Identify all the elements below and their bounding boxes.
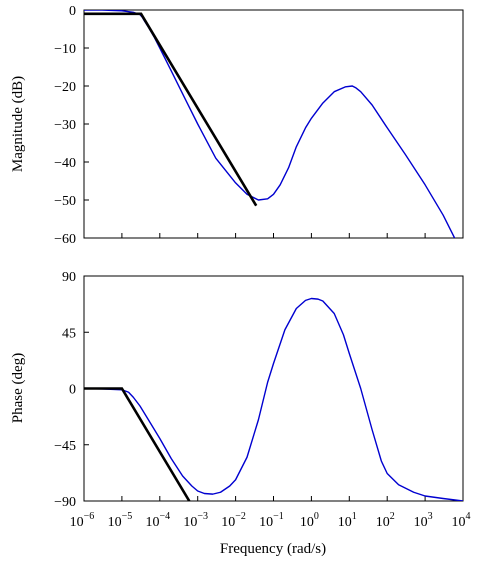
magnitude-asymptote-line: [84, 12, 258, 207]
y-tick-label: 0: [69, 383, 76, 398]
phase-response-line: [84, 297, 463, 501]
phase-panel: 90 45 0 −45 −90 Phase (deg): [10, 270, 464, 510]
x-tick-label: 101: [338, 511, 357, 530]
x-tick-label: 10−2: [221, 511, 246, 530]
y-tick-label: 90: [62, 270, 76, 285]
x-tick-label: 100: [300, 511, 319, 530]
y-tick-label: −20: [54, 80, 76, 95]
y-tick-label: 0: [69, 4, 76, 19]
phase-plot-area: [83, 275, 464, 502]
x-tick-label: 10−3: [183, 511, 208, 530]
x-tick-label: 10−6: [70, 511, 95, 530]
frequency-axis: 10−6 10−5 10−4 10−3 10−2 10−1 100 101 102 103 104 F…: [70, 511, 471, 557]
y-tick-label: −45: [54, 439, 76, 454]
x-tick-label: 102: [376, 511, 395, 530]
y-tick-label: −60: [54, 232, 76, 247]
x-tick-label: 10−1: [259, 511, 284, 530]
x-tick-label: 10−5: [108, 511, 133, 530]
y-tick-label: 45: [62, 326, 76, 341]
y-tick-label: −50: [54, 194, 76, 209]
x-tick-label: 10−4: [145, 511, 170, 530]
magnitude-plot-area: [83, 9, 464, 239]
magnitude-panel: 0 −10 −20 −30 −40 −50 −60 Magnitude (dB): [10, 4, 464, 247]
magnitude-axis-label: Magnitude (dB): [10, 76, 26, 172]
x-tick-label: 104: [452, 511, 471, 530]
phase-asymptote-line: [84, 387, 191, 501]
magnitude-response-line: [84, 10, 456, 238]
y-tick-label: −10: [54, 42, 76, 57]
y-tick-label: −90: [54, 495, 76, 510]
phase-axis-label: Phase (deg): [10, 353, 26, 423]
y-tick-label: −40: [54, 156, 76, 171]
x-tick-label: 103: [414, 511, 433, 530]
y-tick-label: −30: [54, 118, 76, 133]
frequency-axis-label: Frequency (rad/s): [220, 541, 326, 557]
